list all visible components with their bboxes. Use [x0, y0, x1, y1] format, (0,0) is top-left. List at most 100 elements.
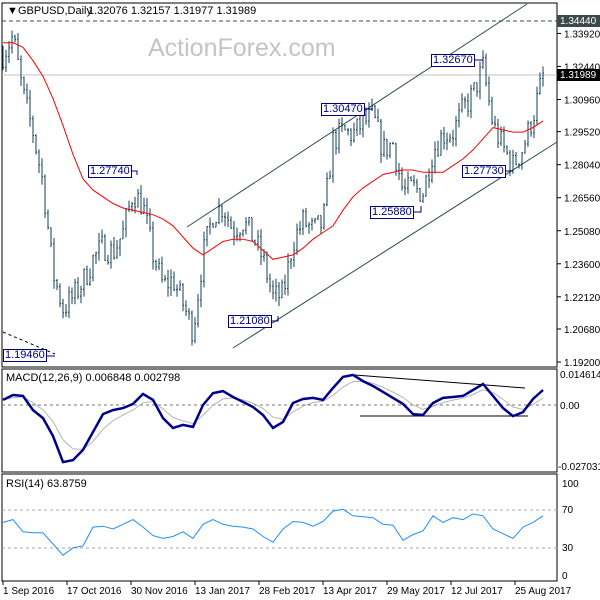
ohlc-bar [497, 118, 499, 149]
ohlc-bar [491, 96, 493, 125]
ohlc-bar [173, 271, 175, 292]
ohlc-bar [140, 185, 142, 215]
ohlc-bar [473, 82, 475, 91]
ohlc-bar [518, 163, 520, 169]
ohlc-bar [119, 238, 121, 257]
ohlc-bar [161, 256, 163, 283]
price-tick-label: 1.19200 [564, 358, 600, 369]
annotation-label: 1.27730 [462, 165, 506, 178]
watermark-logo: ActionForex.com [148, 34, 336, 62]
ohlc-bar [11, 30, 13, 54]
ohlc-bar [485, 53, 487, 87]
ohlc-bar [251, 217, 253, 241]
ohlc-bar [446, 132, 448, 151]
ohlc-bar [503, 126, 505, 153]
ohlc-bar [452, 129, 454, 147]
ohlc-bar [146, 197, 148, 224]
ohlc-bar [458, 102, 460, 128]
ohlc-bar [380, 118, 382, 163]
ohlc-bar [125, 208, 127, 238]
date-tick-label: 1 Sep 2016 [3, 586, 55, 597]
date-tick-label: 28 Feb 2017 [259, 586, 316, 597]
ohlc-bar [35, 134, 37, 155]
ohlc-bar [395, 142, 397, 176]
ohlc-bar [59, 283, 61, 308]
ohlc-bar [464, 96, 466, 109]
ohlc-bar [416, 178, 418, 193]
ohlc-bar [212, 222, 214, 228]
ohlc-bar [326, 172, 328, 207]
ohlc-bar [158, 258, 160, 271]
ohlc-bar [182, 283, 184, 312]
ohlc-bar [401, 167, 403, 191]
moving-average-line [3, 42, 544, 260]
ohlc-bar [335, 129, 337, 155]
ohlc-bar [107, 254, 109, 265]
ohlc-bar [311, 217, 313, 231]
price-tick-label: 1.32440 [564, 62, 600, 73]
ohlc-bar [179, 280, 181, 291]
macd-title: MACD(12,26,9) 0.006848 0.002798 [6, 372, 180, 384]
ohlc-bar [197, 293, 199, 328]
ohlc-bar [50, 227, 52, 248]
ohlc-bar [83, 268, 85, 297]
ohlc-bar [218, 198, 220, 225]
ohlc-bar [353, 122, 355, 143]
price-tick-label: 1.26560 [564, 194, 600, 205]
ohlc-bar [332, 127, 334, 183]
ohlc-bar [26, 83, 28, 104]
ohlc-bar [329, 170, 331, 180]
main-panel-frame [1, 2, 558, 368]
annotation-connector [130, 170, 138, 175]
ohlc-bar [404, 178, 406, 196]
ohlc-bar [74, 278, 76, 305]
ohlc-bar [338, 118, 340, 154]
ohlc-bar [104, 234, 106, 262]
ohlc-bar [29, 89, 31, 127]
date-tick-label: 17 Oct 2016 [67, 586, 122, 597]
date-tick-label: 29 May 2017 [387, 586, 445, 597]
rsi-line [2, 508, 544, 556]
ohlc-bar [101, 229, 103, 244]
ohlc-bar [32, 115, 34, 143]
price-tick-label: 1.25080 [564, 227, 600, 238]
ohlc-bar [365, 107, 367, 125]
ohlc-bar [185, 300, 187, 316]
ohlc-bar [383, 130, 385, 158]
ohlc-bar [116, 239, 118, 259]
date-tick-label: 25 Aug 2017 [515, 586, 572, 597]
ohlc-bar [467, 93, 469, 117]
ohlc-bar [272, 280, 274, 300]
annotation-label: 1.19460 [3, 349, 47, 362]
ohlc-bar [128, 200, 130, 213]
ohlc-bar [44, 174, 46, 219]
ohlc-bar [92, 254, 94, 282]
ohlc-bar [68, 286, 70, 318]
rsi-tick: 70 [562, 505, 574, 516]
ohlc-bar [155, 259, 157, 271]
dropdown-arrow-icon[interactable]: ▼ [7, 5, 18, 17]
macd-tick: 0.014614 [560, 370, 600, 381]
price-tick-label: 1.23600 [564, 260, 600, 271]
current-price-tag [557, 69, 600, 81]
rsi-tick: 100 [562, 479, 579, 490]
ohlc-bar [242, 229, 244, 237]
ohlc-bar [524, 139, 526, 154]
resistance-price-tag [557, 15, 600, 27]
ohlc-bar [419, 187, 421, 202]
channel-lower-line [232, 141, 558, 349]
ohlc-bar [194, 317, 196, 344]
ohlc-bar [425, 174, 427, 197]
ohlc-bar [455, 116, 457, 147]
ohlc-bar [89, 268, 91, 286]
ohlc-bar [5, 49, 7, 73]
ohlc-bar [287, 253, 289, 296]
ohlc-bar [410, 176, 412, 182]
ohlc-bar [143, 197, 145, 215]
ohlc-bar [86, 265, 88, 286]
ohlc-bar [284, 274, 286, 295]
ohlc-bar [290, 257, 292, 270]
macd-panel-frame [1, 368, 558, 473]
ohlc-bar [227, 211, 229, 228]
